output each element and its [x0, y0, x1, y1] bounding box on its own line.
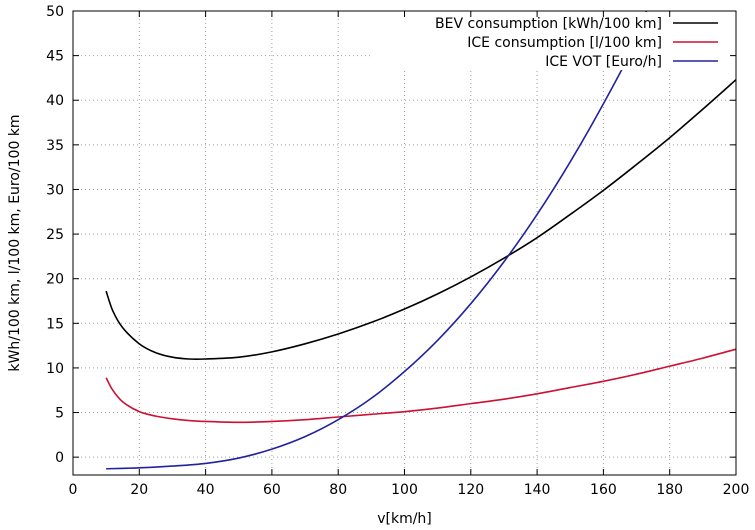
axis-ticks: 0 20 40 60 80 100 120 140 160 180 200 0 5 10 15 20 25 30 3… [46, 4, 749, 498]
y-tick-label: 20 [46, 272, 64, 288]
x-axis-label: v[km/h] [377, 511, 432, 527]
y-axis-label: kWh/100 km, l/100 km, Euro/100 km [7, 114, 23, 371]
legend-label-2: ICE consumption [l/100 km] [467, 35, 662, 51]
legend-label-1: BEV consumption [kWh/100 km] [435, 16, 662, 32]
x-tick-label: 0 [69, 482, 78, 498]
x-tick-label: 40 [197, 482, 215, 498]
x-tick-label: 100 [391, 482, 418, 498]
y-tick-label: 0 [55, 450, 64, 466]
y-tick-label: 40 [46, 93, 64, 109]
y-tick-label: 25 [46, 227, 64, 243]
y-tick-label: 30 [46, 182, 64, 198]
series-line-1 [105, 79, 737, 361]
y-tick-label: 10 [46, 361, 64, 377]
y-tick-label: 5 [55, 406, 64, 422]
x-tick-label: 180 [656, 482, 683, 498]
series-line-3 [106, 10, 648, 470]
x-tick-label: 200 [723, 482, 750, 498]
y-tick-label: 50 [46, 4, 64, 20]
x-tick-label: 20 [130, 482, 148, 498]
x-tick-label: 60 [263, 482, 281, 498]
y-tick-label: 45 [46, 49, 64, 65]
x-tick-label: 80 [329, 482, 347, 498]
series-lines [105, 10, 737, 470]
x-tick-label: 120 [457, 482, 484, 498]
legend-background [370, 12, 732, 70]
grid-lines [73, 11, 736, 475]
series-line-2 [105, 348, 737, 424]
legend-label-3: ICE VOT [Euro/h] [545, 54, 662, 70]
x-tick-label: 140 [524, 482, 551, 498]
y-tick-label: 15 [46, 316, 64, 332]
legend: BEV consumption [kWh/100 km] ICE consumpt… [370, 12, 732, 70]
x-tick-label: 160 [590, 482, 617, 498]
y-tick-label: 35 [46, 138, 64, 154]
